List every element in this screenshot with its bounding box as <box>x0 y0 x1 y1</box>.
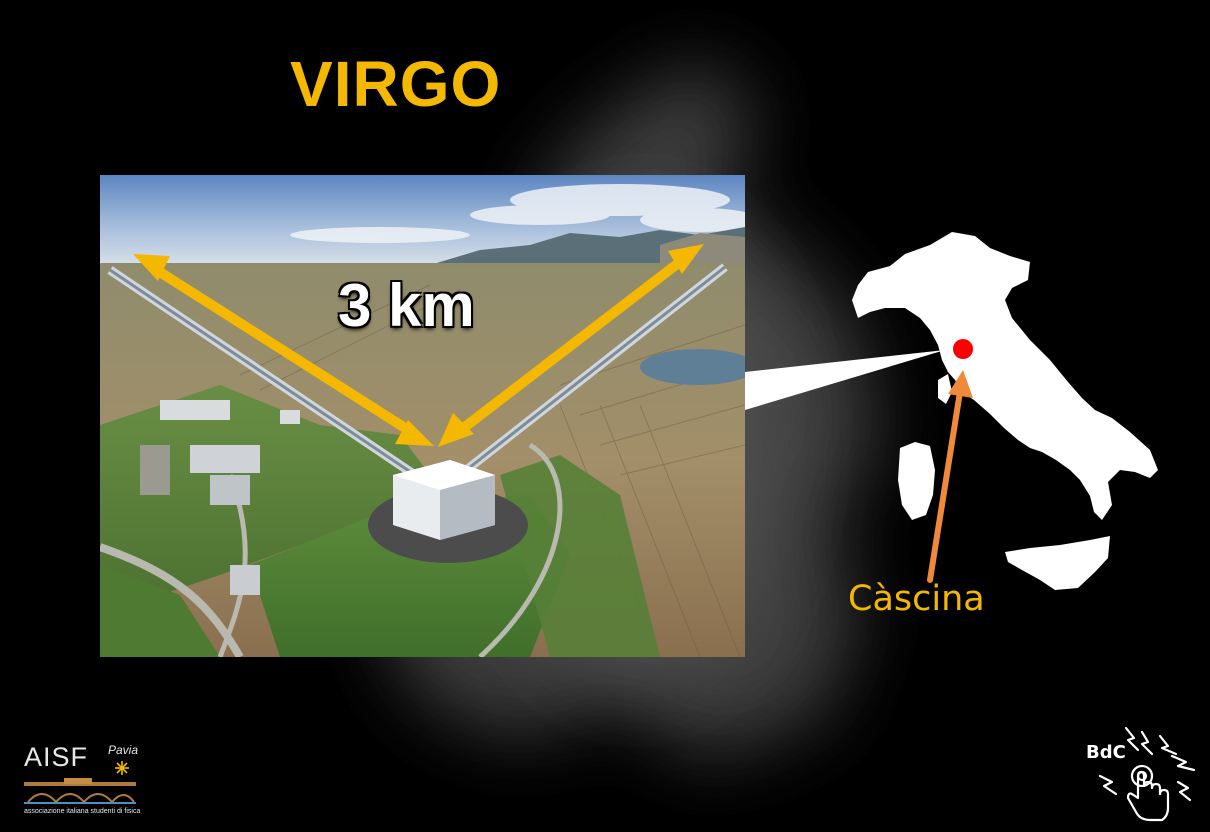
distance-arrow-left <box>133 254 434 446</box>
callout-wedge <box>745 350 945 410</box>
virgo-aerial-photo <box>100 175 745 657</box>
aisf-logo-name: AISF <box>24 742 89 772</box>
italy-map <box>852 232 1158 590</box>
touch-lightning-icon <box>1098 726 1196 822</box>
bdc-logo-name: BdC <box>1086 742 1126 763</box>
star-icon <box>115 761 129 775</box>
aisf-logo-city: Pavia <box>108 743 139 757</box>
distance-label: 3 km <box>338 272 475 339</box>
slide-title: VIRGO <box>290 48 502 120</box>
bdc-logo: BdC <box>1082 724 1202 824</box>
city-pointer-arrow <box>927 370 973 583</box>
aisf-logo-subtitle: associazione italiana studenti di fisica <box>24 808 141 815</box>
bridge-icon <box>24 778 136 804</box>
distance-arrow-right <box>438 244 704 447</box>
city-label: Càscina <box>848 579 985 619</box>
location-marker <box>953 339 973 359</box>
aisf-logo: AISF Pavia associazione italiana student… <box>24 744 144 820</box>
